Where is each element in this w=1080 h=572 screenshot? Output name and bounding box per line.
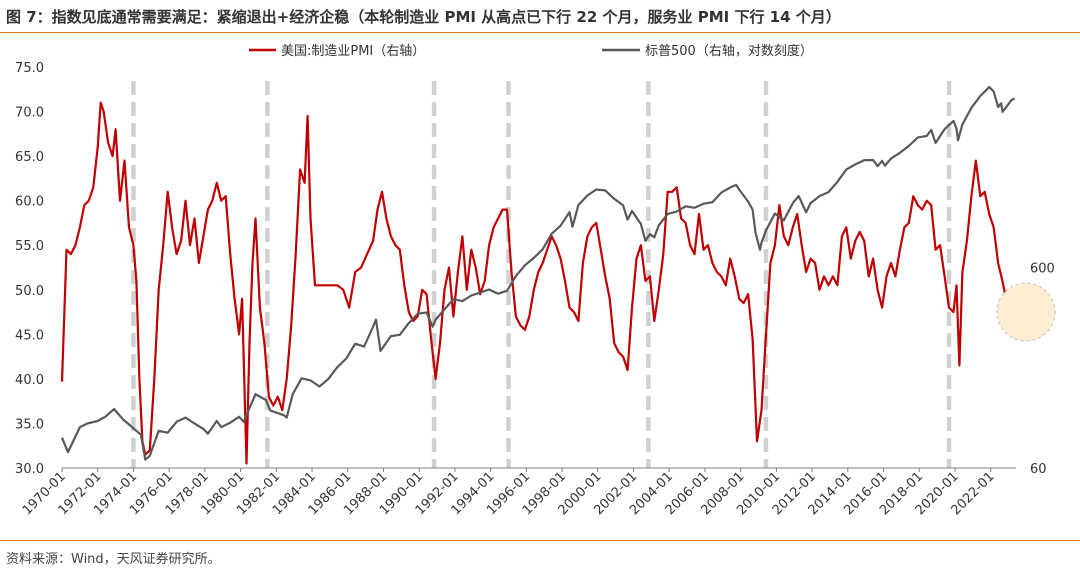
legend-label-sp500: 标普500（右轴，对数刻度） bbox=[645, 43, 813, 59]
y-tick-label-left: 70.0 bbox=[15, 106, 44, 121]
y-tick-label-left: 30.0 bbox=[15, 462, 44, 477]
y-tick-label-left: 45.0 bbox=[15, 328, 44, 343]
legend-label-pmi: 美国:制造业PMI（右轴） bbox=[281, 44, 425, 59]
chart-title: 图 7：指数见底通常需要满足：紧缩退出+经济企稳（本轮制造业 PMI 从高点已下… bbox=[6, 8, 841, 26]
y-tick-label-left: 55.0 bbox=[15, 239, 44, 254]
pmi-sp500-chart: 30.0 35.0 40.0 45.0 50.0 55.0 60.0 65.0 70.0 75.0… bbox=[15, 43, 1056, 518]
y-tick-label-right: 600 bbox=[1030, 262, 1055, 277]
title-divider bbox=[0, 32, 1080, 33]
y-tick-label-left: 60.0 bbox=[15, 195, 44, 210]
y-tick-label-left: 65.0 bbox=[15, 150, 44, 165]
y-tick-label-left: 35.0 bbox=[15, 417, 44, 432]
y-tick-label-left: 50.0 bbox=[15, 284, 44, 299]
series-line-sp500 bbox=[60, 85, 1015, 461]
legend: 美国:制造业PMI（右轴） 标普500（右轴，对数刻度） bbox=[249, 43, 813, 59]
series-lines bbox=[60, 85, 1016, 465]
y-tick-label-left: 75.0 bbox=[15, 61, 44, 76]
y-tick-label-right: 60 bbox=[1030, 462, 1047, 477]
footer-divider bbox=[0, 540, 1080, 541]
source-note: 资料来源：Wind，天风证券研究所。 bbox=[6, 552, 221, 567]
highlight-circle bbox=[996, 282, 1056, 342]
y-tick-label-left: 40.0 bbox=[15, 373, 44, 388]
series-line-pmi bbox=[60, 101, 1016, 465]
recession-markers bbox=[131, 81, 952, 468]
